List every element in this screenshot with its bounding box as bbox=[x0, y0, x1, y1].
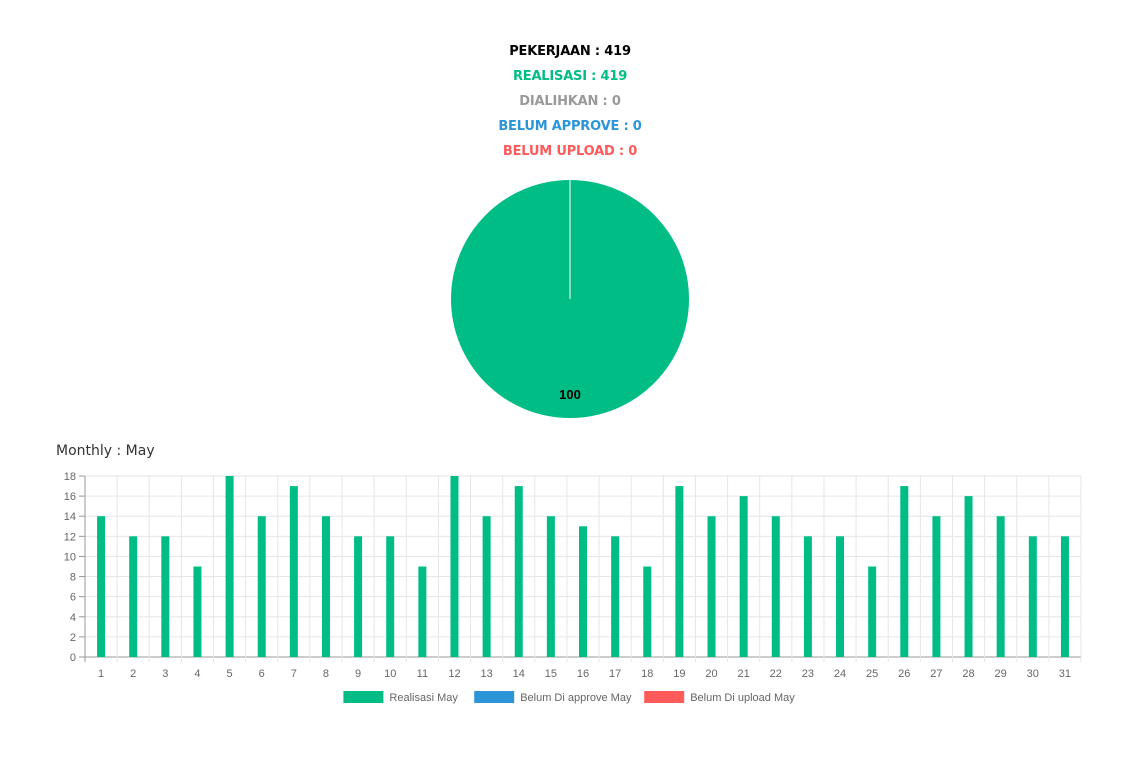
legend-swatch bbox=[644, 691, 685, 703]
bar-realisasi-may-25[interactable] bbox=[868, 566, 877, 658]
y-tick-label: 16 bbox=[64, 491, 76, 503]
bar-realisasi-may-21[interactable] bbox=[739, 496, 748, 657]
x-tick-label: 23 bbox=[802, 668, 814, 680]
bar-realisasi-may-30[interactable] bbox=[1028, 536, 1037, 657]
x-tick-label: 9 bbox=[355, 668, 361, 680]
y-tick-label: 8 bbox=[70, 572, 76, 584]
bar-realisasi-may-6[interactable] bbox=[257, 516, 266, 657]
x-tick-label: 6 bbox=[259, 668, 265, 680]
y-tick-label: 4 bbox=[70, 612, 76, 624]
x-tick-label: 18 bbox=[641, 668, 653, 680]
pekerjaan-total: PEKERJAAN : 419 bbox=[509, 44, 631, 59]
x-tick-label: 10 bbox=[384, 668, 396, 680]
x-tick-label: 25 bbox=[866, 668, 878, 680]
x-tick-label: 14 bbox=[513, 668, 525, 680]
bar-realisasi-may-11[interactable] bbox=[418, 566, 427, 658]
bar-realisasi-may-1[interactable] bbox=[97, 516, 106, 657]
x-tick-label: 17 bbox=[609, 668, 621, 680]
bar-realisasi-may-18[interactable] bbox=[643, 566, 652, 658]
bar-realisasi-may-20[interactable] bbox=[707, 516, 716, 657]
realisasi-total: REALISASI : 419 bbox=[512, 69, 628, 84]
bar-realisasi-may-4[interactable] bbox=[193, 566, 202, 658]
bar-realisasi-may-14[interactable] bbox=[514, 486, 523, 657]
legend-label: Belum Di approve May bbox=[520, 692, 632, 704]
bar-realisasi-may-22[interactable] bbox=[771, 516, 780, 657]
x-tick-label: 22 bbox=[770, 668, 782, 680]
y-tick-label: 6 bbox=[70, 592, 76, 604]
bar-realisasi-may-16[interactable] bbox=[579, 526, 587, 657]
legend-label: Realisasi May bbox=[389, 692, 458, 704]
x-tick-label: 24 bbox=[834, 668, 846, 680]
x-tick-label: 12 bbox=[448, 668, 460, 680]
y-tick-label: 10 bbox=[64, 551, 76, 563]
bar-realisasi-may-5[interactable] bbox=[225, 476, 234, 657]
belum-upload-total: BELUM UPLOAD : 0 bbox=[502, 144, 638, 159]
bar-realisasi-may-13[interactable] bbox=[482, 516, 491, 657]
x-tick-label: 1 bbox=[98, 668, 104, 680]
bar-realisasi-may-15[interactable] bbox=[546, 516, 555, 657]
x-tick-label: 13 bbox=[480, 668, 492, 680]
bar-realisasi-may-24[interactable] bbox=[836, 536, 845, 657]
summary-panel: PEKERJAAN : 419 REALISASI : 419 DIALIHKA… bbox=[0, 42, 1140, 167]
pie-chart[interactable]: 100 bbox=[448, 177, 692, 421]
bar-realisasi-may-17[interactable] bbox=[611, 536, 620, 657]
bar-chart-container: 0 2 4 6 8 10 12 14 16 18 1 2 3 4 5 6 7 8 9 10 11 12 13 14 15 16 17… bbox=[0, 460, 1140, 720]
x-tick-label: 21 bbox=[738, 668, 750, 680]
bar-realisasi-may-19[interactable] bbox=[675, 486, 684, 657]
x-tick-label: 2 bbox=[130, 668, 136, 680]
legend-item-realisasi-may[interactable]: Realisasi May bbox=[343, 691, 458, 704]
x-tick-label: 29 bbox=[995, 668, 1007, 680]
monthly-chart-title: Monthly : May bbox=[56, 443, 155, 459]
bar-realisasi-may-3[interactable] bbox=[161, 536, 170, 657]
dialihkan-total: DIALIHKAN : 0 bbox=[519, 94, 621, 109]
x-tick-label: 31 bbox=[1059, 668, 1071, 680]
x-tick-label: 15 bbox=[545, 668, 557, 680]
x-tick-label: 4 bbox=[194, 668, 200, 680]
bar-realisasi-may-23[interactable] bbox=[803, 536, 812, 657]
x-tick-label: 20 bbox=[705, 668, 717, 680]
bar-realisasi-may-31[interactable] bbox=[1060, 536, 1069, 657]
y-tick-label: 2 bbox=[70, 632, 76, 644]
legend-item-belum-di-approve-may[interactable]: Belum Di approve May bbox=[474, 691, 632, 704]
bar-realisasi-may-2[interactable] bbox=[129, 536, 138, 657]
x-tick-label: 19 bbox=[673, 668, 685, 680]
y-tick-label: 12 bbox=[64, 531, 76, 543]
legend-item-belum-di-upload-may[interactable]: Belum Di upload May bbox=[644, 691, 795, 704]
bar-realisasi-may-10[interactable] bbox=[386, 536, 395, 657]
x-tick-label: 30 bbox=[1027, 668, 1039, 680]
bar-realisasi-may-9[interactable] bbox=[354, 536, 363, 657]
bar-realisasi-may-27[interactable] bbox=[932, 516, 941, 657]
x-tick-label: 11 bbox=[417, 668, 428, 680]
legend-swatch bbox=[343, 691, 384, 703]
x-tick-label: 5 bbox=[227, 668, 233, 680]
bar-realisasi-may-28[interactable] bbox=[964, 496, 973, 657]
y-tick-label: 14 bbox=[64, 511, 76, 523]
y-tick-label: 0 bbox=[70, 652, 76, 664]
x-tick-label: 26 bbox=[898, 668, 910, 680]
x-tick-label: 3 bbox=[162, 668, 168, 680]
legend-swatch bbox=[474, 691, 515, 703]
x-tick-label: 28 bbox=[962, 668, 974, 680]
x-tick-label: 16 bbox=[577, 668, 589, 680]
x-tick-label: 8 bbox=[323, 668, 329, 680]
bar-realisasi-may-29[interactable] bbox=[996, 516, 1005, 657]
pie-chart-container: 100 bbox=[448, 177, 692, 421]
bar-realisasi-may-26[interactable] bbox=[900, 486, 909, 657]
belum-approve-total: BELUM APPROVE : 0 bbox=[498, 119, 642, 134]
x-tick-label: 7 bbox=[291, 668, 297, 680]
bar-realisasi-may-7[interactable] bbox=[289, 486, 298, 657]
bar-realisasi-may-12[interactable] bbox=[450, 476, 459, 657]
y-tick-label: 18 bbox=[64, 471, 76, 483]
bar-realisasi-may-8[interactable] bbox=[321, 516, 330, 657]
pie-data-label: 100 bbox=[559, 387, 581, 402]
x-tick-label: 27 bbox=[930, 668, 942, 680]
legend-label: Belum Di upload May bbox=[690, 692, 795, 704]
